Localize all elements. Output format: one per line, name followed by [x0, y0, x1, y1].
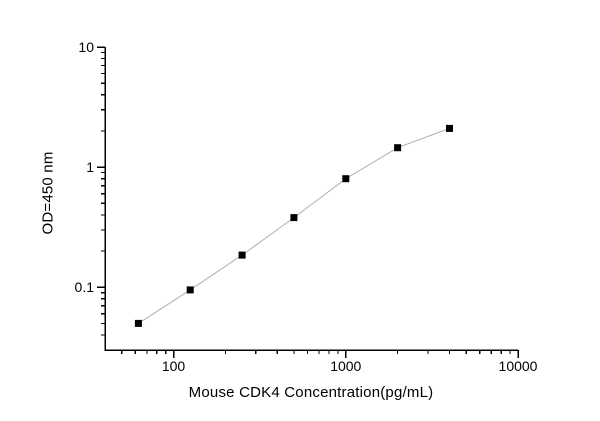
data-point-marker: [290, 214, 298, 222]
curve-line: [138, 127, 450, 324]
data-point-marker: [238, 251, 246, 259]
x-axis-tick-label: 1000: [330, 358, 361, 374]
axis-frame: [104, 47, 518, 351]
data-point-marker: [134, 319, 142, 327]
y-axis-tick-label: 10: [78, 39, 94, 55]
data-point-marker: [186, 286, 194, 294]
y-axis-title: OD=450 nm: [39, 151, 57, 235]
x-axis-title: Mouse CDK4 Concentration(pg/mL): [188, 384, 434, 401]
y-axis-tick-label: 0.1: [75, 279, 95, 295]
data-point-marker: [394, 144, 402, 152]
y-axis-tick-label: 1: [86, 159, 94, 175]
x-axis-tick-label: 10000: [499, 358, 538, 374]
data-point-marker: [446, 124, 453, 132]
data-point-marker: [342, 175, 350, 183]
x-axis-tick-label: 100: [162, 358, 186, 374]
